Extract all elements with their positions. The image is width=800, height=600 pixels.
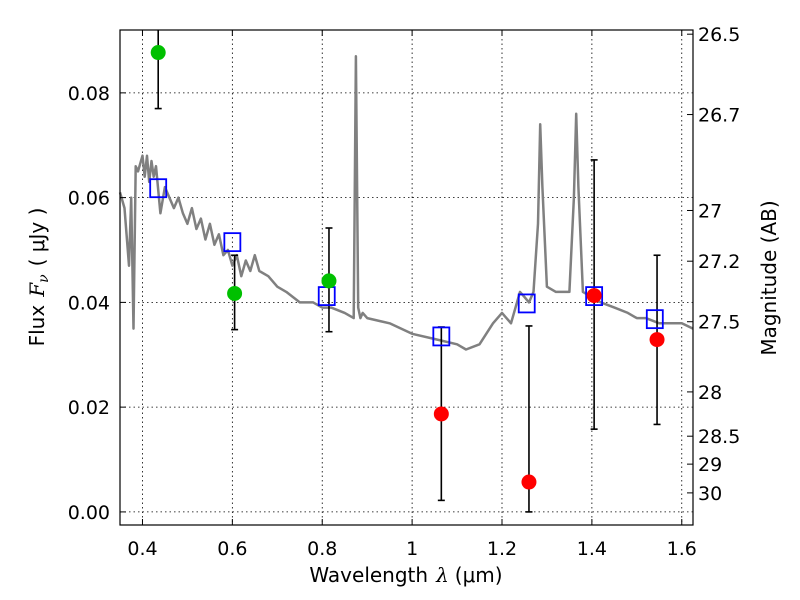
x-tick-label: 0.8 [307, 538, 337, 560]
y-tick-labels: 0.00 0.02 0.04 0.06 0.08 [68, 83, 110, 524]
x-tick-label: 1.4 [577, 538, 607, 560]
y-axis-label-symbol: F [25, 282, 49, 298]
model-spectrum-line [118, 54, 694, 351]
limit-point [433, 406, 449, 422]
y-axis-label-left: Flux Fν ( μJy ) [25, 208, 52, 347]
model-flux-box [223, 232, 242, 253]
model-flux-boxes [149, 178, 664, 347]
limit-point [586, 288, 602, 304]
model-flux-box [149, 178, 168, 199]
magnitude-tick-label: 27 [698, 200, 722, 222]
y-axis-label-subscript: ν [36, 274, 52, 283]
y-tick-label: 0.08 [68, 83, 110, 105]
magnitude-tick-label: 28 [698, 382, 722, 404]
detection-point [227, 285, 243, 301]
limit-point [521, 474, 537, 490]
error-bars [154, 30, 661, 513]
model-spectrum [118, 54, 694, 351]
model-flux-box [432, 326, 451, 347]
magnitude-tick-label: 26.7 [698, 105, 740, 127]
limit-point [649, 332, 665, 348]
observed-points [150, 45, 665, 490]
x-axis-label: Wavelength λ (μm) [309, 563, 502, 587]
y-tick-label: 0.00 [68, 502, 110, 524]
magnitude-tick-label: 30 [698, 483, 722, 505]
y-axis-label-unit: ( μJy ) [25, 208, 49, 267]
y-axis-label-right: Magnitude (AB) [757, 200, 781, 355]
magnitude-tick-labels: 26.5 26.7 27 27.2 27.5 28 28.5 29 30 [698, 24, 740, 505]
x-tick-label: 1.6 [667, 538, 697, 560]
magnitude-tick-label: 27.2 [698, 251, 740, 273]
model-flux-box [645, 309, 664, 330]
detection-point [150, 45, 166, 61]
axis-ticks [120, 30, 693, 525]
model-flux-box [517, 293, 536, 314]
x-axis-label-symbol: λ [435, 563, 449, 587]
y-tick-label: 0.06 [68, 188, 110, 210]
y-axis-label-prefix: Flux [25, 305, 49, 347]
grid-lines [120, 30, 693, 525]
magnitude-tick-label: 29 [698, 454, 722, 476]
magnitude-tick-label: 26.5 [698, 24, 740, 46]
x-tick-label: 0.6 [217, 538, 247, 560]
model-flux-box [585, 286, 604, 306]
x-tick-label: 1.2 [487, 538, 517, 560]
plot-frame [119, 29, 694, 526]
y-tick-label: 0.02 [68, 397, 110, 419]
x-tick-labels: 0.4 0.6 0.8 1 1.2 1.4 1.6 [127, 538, 697, 560]
x-tick-label: 1 [406, 538, 418, 560]
x-axis-label-unit: (μm) [455, 563, 503, 587]
magnitude-tick-label: 28.5 [698, 426, 740, 448]
y-tick-label: 0.04 [68, 292, 110, 314]
x-tick-label: 0.4 [127, 538, 157, 560]
magnitude-tick-label: 27.5 [698, 312, 740, 334]
x-axis-label-prefix: Wavelength [309, 563, 428, 587]
detection-point [321, 273, 337, 289]
